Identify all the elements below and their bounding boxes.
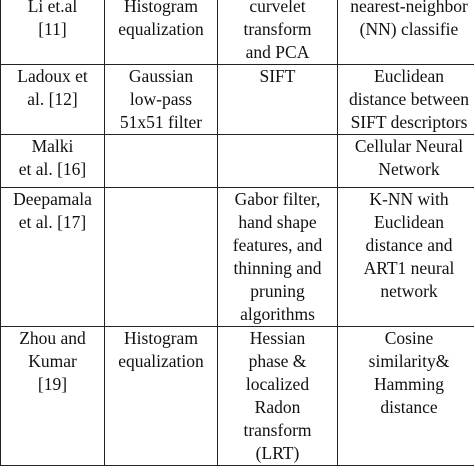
cell-text: Li et.al [11] (3, 0, 102, 41)
cell-line: transform (243, 19, 312, 39)
classifier-cell: K-NN with Euclidean distance and ART1 neura… (337, 187, 474, 327)
cell-line: [11] (38, 19, 67, 39)
cell-text: Gaussian low-pass 51x51 filter (107, 66, 215, 134)
cell-line: distance and (365, 235, 453, 255)
cell-line: Malki (31, 136, 74, 156)
cell-line: Network (378, 159, 440, 179)
cell-line: 51x51 filter (119, 112, 203, 132)
cell-line: Hamming (374, 374, 444, 394)
cell-text: Euclidean distance between SIFT descriptor… (340, 66, 474, 134)
cell-line: Deepamala (13, 189, 92, 209)
table-row: Li et.al [11] Histogram equalization curvele… (0, 0, 474, 65)
feature-extraction-cell: Hessian phase & localized Radon transform (LR… (217, 326, 338, 466)
cell-line: phase & (248, 351, 307, 371)
feature-extraction-cell: SIFT (217, 64, 338, 135)
cell-line: SIFT (259, 66, 296, 86)
cell-line: transform (243, 420, 312, 440)
cell-line: similarity& (368, 351, 450, 371)
preprocessing-cell (104, 187, 218, 327)
feature-extraction-cell: Gabor filter, hand shape features, and thin… (217, 187, 338, 327)
feature-extraction-cell (217, 134, 338, 188)
cell-text: Malki et al. [16] (3, 136, 102, 182)
cell-line: Histogram (124, 0, 198, 16)
cell-text: Histogram equalization (107, 328, 215, 374)
cell-line: Gaussian (128, 66, 194, 86)
cell-line: Zhou and (19, 328, 86, 348)
cell-text: Ladoux et al. [12] (3, 66, 102, 112)
cell-line: et al. [17] (18, 212, 87, 232)
cell-line: equalization (118, 19, 204, 39)
cell-text: nearest-neighbor (NN) classifie (340, 0, 474, 41)
cell-text: Cellular Neural Network (340, 136, 474, 182)
cell-line: low-pass (129, 89, 193, 109)
cell-line: distance (380, 397, 438, 417)
cell-line: distance between (348, 89, 469, 109)
cell-line: pruning (250, 281, 305, 301)
cell-line: et al. [16] (18, 159, 87, 179)
author-cell: Malki et al. [16] (0, 134, 105, 188)
cell-line: equalization (118, 351, 204, 371)
cell-line: [19] (37, 374, 68, 394)
cell-text: K-NN with Euclidean distance and ART1 neura… (340, 189, 474, 304)
cell-line: Euclidean (374, 212, 444, 232)
classifier-cell: Euclidean distance between SIFT descriptor… (337, 64, 474, 135)
cell-line: al. [12] (27, 89, 78, 109)
cell-text: Cosine similarity& Hamming distance (340, 328, 474, 420)
cell-line: algorithms (240, 304, 315, 324)
cell-line: Ladoux et (17, 66, 88, 86)
author-cell: Ladoux et al. [12] (0, 64, 105, 135)
cell-line: nearest-neighbor (350, 0, 468, 16)
cell-text: Zhou and Kumar [19] (3, 328, 102, 397)
classifier-cell: Cellular Neural Network (337, 134, 474, 188)
cell-text: Gabor filter, hand shape features, and thin… (220, 189, 335, 326)
preprocessing-cell (104, 134, 218, 188)
table-row: Malki et al. [16] Cellular Neural Network (0, 134, 474, 188)
cell-text: SIFT (220, 66, 335, 89)
cell-line: Hessian (249, 328, 306, 348)
cell-line: thinning and (233, 258, 322, 278)
preprocessing-cell: Histogram equalization (104, 326, 218, 466)
preprocessing-cell: Histogram equalization (104, 0, 218, 65)
cell-line: and PCA (245, 42, 310, 62)
cell-text: Hessian phase & localized Radon transform (LR… (220, 328, 335, 465)
cell-line: Cellular Neural (354, 136, 464, 156)
cell-line: network (380, 281, 438, 301)
classifier-cell: nearest-neighbor (NN) classifie (337, 0, 474, 65)
cell-line: Euclidean (374, 66, 444, 86)
cell-line: Radon (254, 397, 301, 417)
cell-line: localized (245, 374, 310, 394)
cell-line: features, and (232, 235, 323, 255)
cell-line: K-NN with (369, 189, 449, 209)
author-cell: Deepamala et al. [17] (0, 187, 105, 327)
cell-line: Li et.al (27, 0, 78, 16)
preprocessing-cell: Gaussian low-pass 51x51 filter (104, 64, 218, 135)
cell-text: Histogram equalization (107, 0, 215, 41)
cell-line: Gabor filter, (234, 189, 321, 209)
cell-line: SIFT descriptors (350, 112, 468, 132)
author-cell: Li et.al [11] (0, 0, 105, 65)
cell-text: curvelet transform and PCA (220, 0, 335, 64)
table-row: Deepamala et al. [17] Gabor filter, hand sh… (0, 187, 474, 327)
cell-line: (LRT) (255, 443, 300, 463)
cell-text: Deepamala et al. [17] (3, 189, 102, 235)
table-row: Ladoux et al. [12] Gaussian low-pass 51x51 f… (0, 64, 474, 135)
cell-line: ART1 neural (363, 258, 455, 278)
cell-line: curvelet (249, 0, 306, 16)
author-cell: Zhou and Kumar [19] (0, 326, 105, 466)
cell-line: Histogram (124, 328, 198, 348)
classifier-cell: Cosine similarity& Hamming distance (337, 326, 474, 466)
cell-line: Cosine (384, 328, 434, 348)
cell-line: (NN) classifie (359, 19, 459, 39)
table-row: Zhou and Kumar [19] Histogram equalization He… (0, 326, 474, 466)
cell-line: hand shape (238, 212, 317, 232)
cell-line: Kumar (28, 351, 77, 371)
feature-extraction-cell: curvelet transform and PCA (217, 0, 338, 65)
